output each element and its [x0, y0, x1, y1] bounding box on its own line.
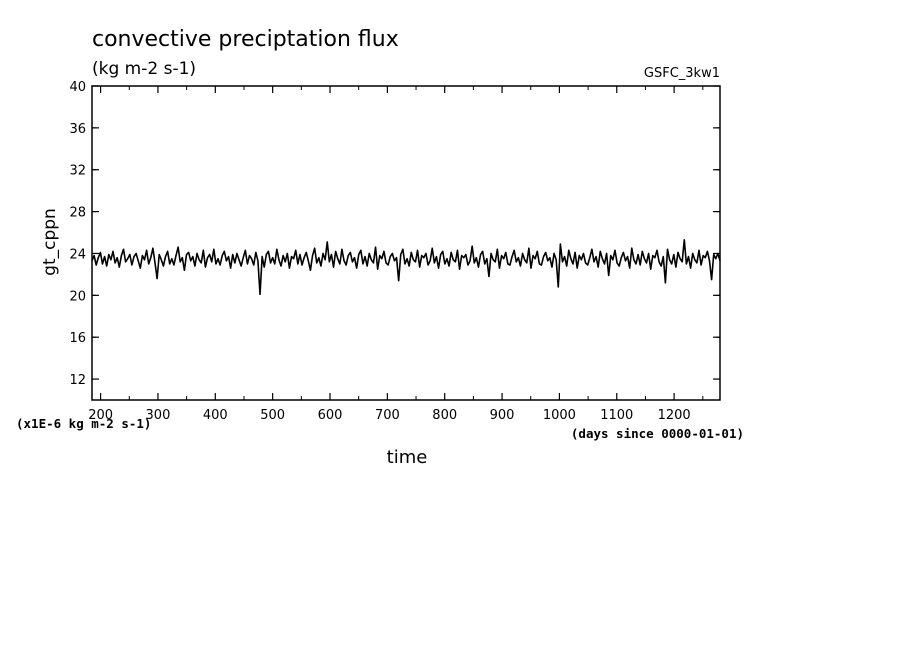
x-tick-label-6: 800: [432, 408, 457, 423]
x-tick-label-9: 1100: [600, 408, 633, 423]
x-unit-note: (days since 0000-01-01): [571, 426, 744, 441]
x-tick-label-8: 1000: [543, 408, 576, 423]
chart-title: convective preciptation flux: [92, 27, 399, 52]
y-tick-label-4: 28: [69, 206, 86, 221]
y-axis-label: gt_cppn: [40, 208, 60, 276]
run-label: GSFC_3kw1: [644, 66, 720, 81]
x-tick-label-2: 400: [203, 408, 228, 423]
series-line: [91, 239, 721, 296]
x-axis-label: time: [387, 447, 428, 468]
y-tick-label-5: 32: [69, 164, 86, 179]
y-unit-note: (x1E-6 kg m-2 s-1): [16, 416, 151, 431]
y-tick-label-1: 16: [69, 331, 86, 346]
chart-subtitle: (kg m-2 s-1): [92, 59, 196, 79]
y-tick-label-0: 12: [69, 373, 86, 388]
x-tick-label-1: 300: [146, 408, 171, 423]
x-tick-label-4: 600: [318, 408, 343, 423]
plot-frame: [91, 85, 721, 401]
x-tick-label-3: 500: [260, 408, 285, 423]
y-tick-label-6: 36: [69, 122, 86, 137]
x-tick-label-0: 200: [88, 408, 113, 423]
y-tick-label-3: 24: [69, 247, 86, 262]
x-tick-label-5: 700: [375, 408, 400, 423]
y-tick-label-2: 20: [69, 289, 86, 304]
plot-area: 12 16 20 24 28 32 36 40 200 300 400 500 600 700 800 900…: [69, 80, 721, 423]
y-tick-label-7: 40: [69, 80, 86, 95]
x-tick-label-10: 1200: [658, 408, 691, 423]
x-tick-label-7: 900: [490, 408, 515, 423]
